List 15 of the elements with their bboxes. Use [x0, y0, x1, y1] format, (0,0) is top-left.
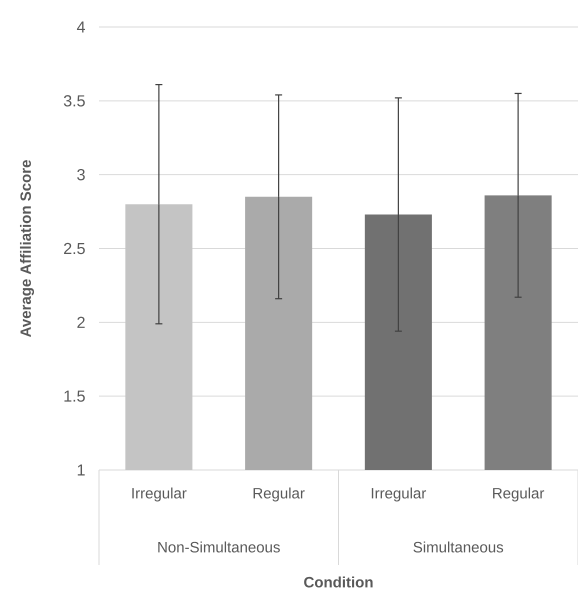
y-tick-label: 1.5	[64, 390, 85, 402]
y-tick-label: 1	[78, 464, 85, 476]
y-axis-title: Average Affiliation Score	[20, 160, 34, 338]
y-tick-label: 3	[77, 168, 85, 180]
y-tick-label: 2	[77, 316, 85, 328]
x-tick-label: Regular	[254, 488, 305, 502]
x-tick-label: Irregular	[132, 488, 187, 502]
x-tick-label: Irregular	[372, 488, 426, 502]
x-tick-label: Regular	[493, 488, 544, 502]
y-tick-label: 3.5	[64, 95, 85, 106]
text: Non-Simultaneous	[158, 541, 280, 552]
y-tick-label: 2.5	[64, 242, 85, 254]
y-tick-label: 4	[76, 21, 86, 32]
text: Simultaneous	[413, 541, 504, 552]
x-axis-title: Condition	[304, 576, 373, 588]
